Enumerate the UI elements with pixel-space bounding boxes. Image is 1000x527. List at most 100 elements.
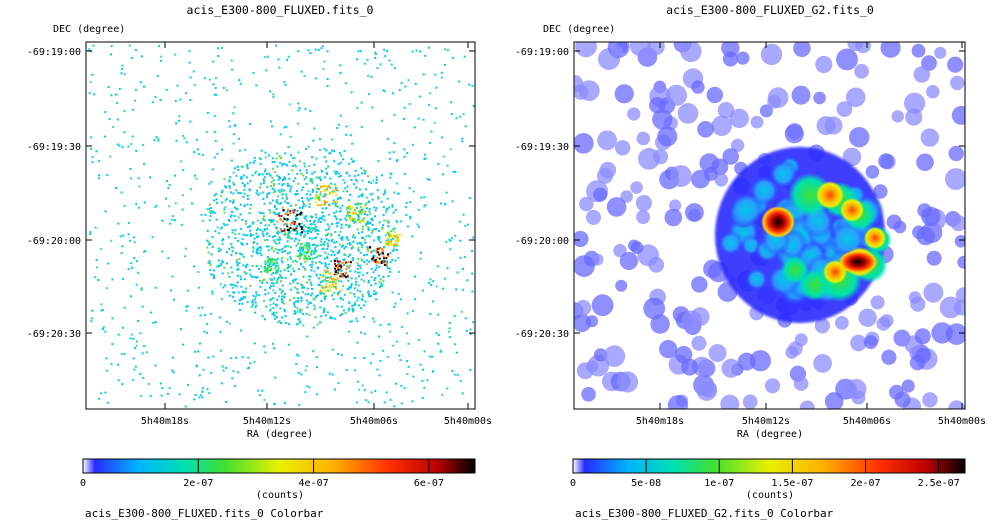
panel-1-image[interactable] [88, 44, 475, 408]
count-pixel [390, 240, 392, 243]
count-pixel [262, 217, 265, 220]
count-pixel [289, 282, 292, 285]
count-pixel [278, 191, 281, 193]
count-pixel [364, 188, 367, 191]
count-pixel [265, 269, 268, 272]
count-pixel [330, 276, 333, 278]
count-pixel [356, 207, 359, 209]
count-pixel [271, 167, 274, 170]
count-pixel [323, 195, 326, 198]
count-pixel [294, 259, 297, 262]
count-pixel [263, 278, 265, 281]
count-pixel [306, 227, 309, 230]
count-pixel [383, 219, 386, 222]
count-pixel [231, 68, 234, 71]
count-pixel [318, 138, 321, 141]
count-pixel [315, 274, 318, 277]
count-pixel [338, 175, 341, 178]
count-pixel [308, 203, 311, 206]
count-pixel [341, 245, 343, 248]
count-pixel [252, 246, 255, 249]
count-pixel [341, 298, 344, 301]
count-pixel [308, 229, 311, 232]
count-pixel [332, 278, 335, 281]
count-pixel [274, 258, 277, 261]
count-pixel [305, 193, 308, 196]
count-pixel [361, 384, 364, 387]
count-pixel [285, 195, 288, 198]
count-pixel [368, 235, 371, 238]
count-pixel [376, 368, 379, 371]
count-pixel [290, 185, 293, 188]
count-pixel [256, 242, 259, 245]
count-pixel [393, 236, 396, 239]
panel-2-colorbar[interactable] [572, 458, 966, 474]
count-pixel [347, 275, 350, 278]
count-pixel [354, 301, 357, 304]
count-pixel [298, 160, 301, 163]
count-pixel [329, 272, 332, 275]
smoothed-blob [616, 371, 639, 393]
count-pixel [355, 178, 357, 181]
count-pixel [297, 318, 300, 321]
count-pixel [261, 230, 264, 233]
count-pixel [249, 207, 252, 210]
count-pixel [316, 323, 319, 326]
count-pixel [283, 233, 286, 236]
panel-2-xlabel: RA (degree) [737, 429, 803, 440]
count-pixel [360, 278, 363, 281]
count-pixel [391, 206, 394, 208]
count-pixel [442, 287, 444, 290]
count-pixel [289, 246, 292, 249]
count-pixel [286, 225, 289, 228]
count-pixel [375, 227, 378, 230]
count-pixel [211, 245, 214, 248]
count-pixel [252, 233, 255, 236]
smoothed-blob [950, 75, 965, 91]
smoothed-blob [597, 130, 617, 151]
count-pixel [319, 281, 322, 284]
count-pixel [416, 223, 419, 226]
count-pixel [323, 147, 326, 150]
count-pixel [433, 121, 436, 124]
count-pixel [298, 257, 301, 260]
count-pixel [276, 298, 279, 301]
count-pixel [310, 294, 313, 297]
count-pixel [319, 217, 322, 219]
smoothed-blob [606, 197, 627, 217]
count-pixel [325, 276, 327, 279]
count-pixel [391, 249, 394, 252]
panel-1-colorbar[interactable] [82, 458, 476, 474]
count-pixel [252, 221, 255, 224]
count-pixel [214, 140, 217, 143]
count-pixel [428, 281, 431, 284]
count-pixel [313, 250, 316, 253]
count-pixel [303, 254, 306, 257]
count-pixel [261, 389, 264, 392]
smoothed-blob [664, 208, 683, 227]
count-pixel [394, 243, 397, 246]
count-pixel [232, 199, 235, 202]
count-pixel [287, 233, 290, 236]
count-pixel [199, 314, 202, 317]
count-pixel [260, 246, 263, 249]
count-pixel [382, 255, 385, 258]
count-pixel [386, 260, 389, 263]
panel-2-image[interactable] [566, 35, 972, 418]
count-pixel [220, 349, 223, 352]
count-pixel [363, 316, 365, 318]
count-pixel [290, 154, 292, 157]
count-pixel [269, 308, 272, 311]
count-pixel [264, 351, 267, 354]
count-pixel [236, 281, 239, 284]
count-pixel [455, 288, 458, 291]
count-pixel [265, 245, 268, 248]
count-pixel [437, 162, 440, 165]
count-pixel [327, 232, 330, 235]
count-pixel [224, 185, 227, 188]
smoothed-blob [793, 42, 811, 58]
count-pixel [355, 280, 358, 283]
count-pixel [297, 242, 300, 245]
count-pixel [309, 223, 312, 226]
count-pixel [243, 188, 246, 191]
